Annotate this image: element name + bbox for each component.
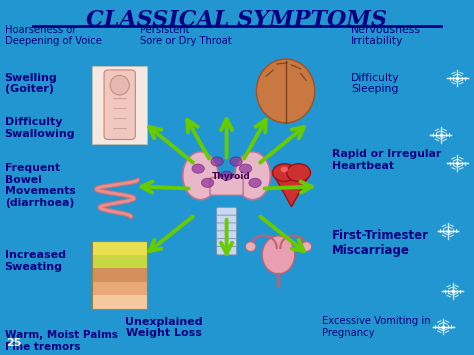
Text: Excessive Vomiting in
Pregnancy: Excessive Vomiting in Pregnancy bbox=[322, 316, 431, 338]
Text: Persistent
Sore or Dry Throat: Persistent Sore or Dry Throat bbox=[140, 25, 232, 47]
FancyBboxPatch shape bbox=[217, 231, 237, 239]
FancyBboxPatch shape bbox=[217, 239, 237, 247]
Text: Frequent
Bowel
Movements
(diarrhoea): Frequent Bowel Movements (diarrhoea) bbox=[5, 163, 75, 208]
FancyBboxPatch shape bbox=[92, 66, 147, 144]
FancyBboxPatch shape bbox=[217, 207, 237, 216]
FancyBboxPatch shape bbox=[92, 268, 147, 282]
Text: Swelling
(Goiter): Swelling (Goiter) bbox=[5, 73, 57, 94]
Text: Thyroid: Thyroid bbox=[212, 172, 251, 181]
FancyBboxPatch shape bbox=[217, 215, 237, 224]
Text: Hoarseness or
Deepening of Voice: Hoarseness or Deepening of Voice bbox=[5, 25, 101, 47]
Ellipse shape bbox=[256, 59, 315, 123]
FancyBboxPatch shape bbox=[92, 282, 147, 295]
FancyBboxPatch shape bbox=[92, 241, 147, 255]
FancyBboxPatch shape bbox=[217, 246, 237, 255]
FancyBboxPatch shape bbox=[104, 70, 136, 140]
Ellipse shape bbox=[301, 242, 311, 251]
Ellipse shape bbox=[235, 152, 270, 200]
Circle shape bbox=[230, 157, 242, 166]
Circle shape bbox=[211, 157, 223, 166]
Text: 25: 25 bbox=[6, 338, 21, 348]
Ellipse shape bbox=[182, 152, 218, 200]
FancyBboxPatch shape bbox=[92, 295, 147, 309]
Ellipse shape bbox=[110, 75, 129, 95]
Circle shape bbox=[287, 164, 310, 181]
Circle shape bbox=[239, 164, 252, 173]
FancyBboxPatch shape bbox=[217, 223, 237, 231]
Text: Increased
Sweating: Increased Sweating bbox=[5, 250, 66, 272]
Text: Warm, Moist Palms
Fine tremors: Warm, Moist Palms Fine tremors bbox=[5, 330, 118, 352]
Text: Unexplained
Weight Loss: Unexplained Weight Loss bbox=[125, 317, 202, 338]
FancyBboxPatch shape bbox=[210, 178, 243, 195]
Polygon shape bbox=[273, 173, 310, 207]
Circle shape bbox=[201, 178, 214, 187]
Text: Nervousness
Irritability: Nervousness Irritability bbox=[351, 25, 421, 47]
Circle shape bbox=[281, 167, 288, 173]
Text: Rapid or Irregular
Heartbeat: Rapid or Irregular Heartbeat bbox=[332, 149, 441, 171]
Circle shape bbox=[220, 171, 233, 180]
FancyBboxPatch shape bbox=[85, 147, 147, 229]
Circle shape bbox=[273, 164, 296, 181]
Text: Difficulty
Swallowing: Difficulty Swallowing bbox=[5, 117, 75, 139]
FancyBboxPatch shape bbox=[92, 255, 147, 268]
Circle shape bbox=[249, 178, 261, 187]
Circle shape bbox=[192, 164, 204, 173]
Text: First-Trimester
Miscarriage: First-Trimester Miscarriage bbox=[332, 229, 429, 257]
Text: CLASSICAL SYMPTOMS: CLASSICAL SYMPTOMS bbox=[86, 9, 388, 31]
Ellipse shape bbox=[246, 242, 256, 251]
Text: Difficulty
Sleeping: Difficulty Sleeping bbox=[351, 73, 400, 94]
Ellipse shape bbox=[262, 236, 295, 274]
